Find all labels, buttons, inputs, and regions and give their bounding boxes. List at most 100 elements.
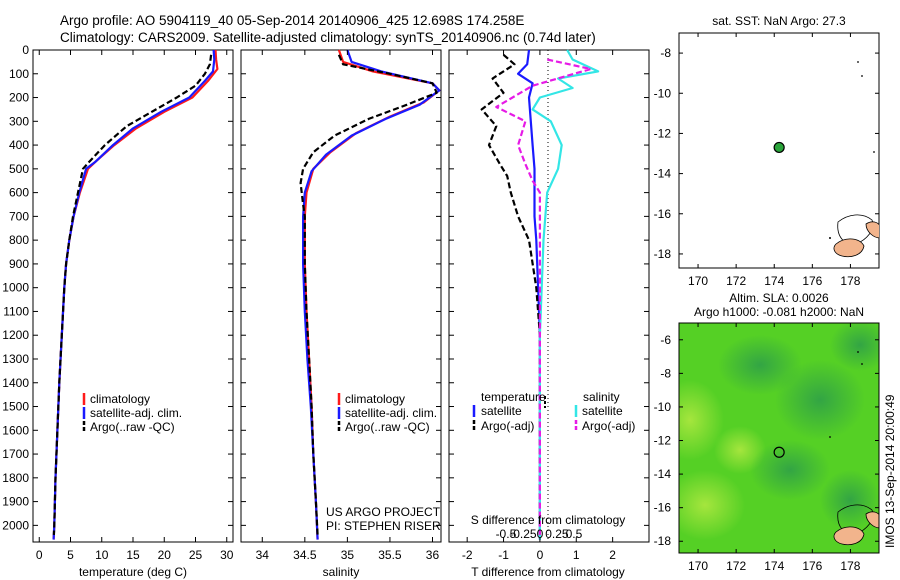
series-line-temperature-argo-adj: [480, 53, 542, 535]
lon-tick-label: 174: [764, 274, 784, 288]
salinity-legend: climatology satellite-adj. clim. Argo(..…: [337, 392, 437, 434]
x-tick-label: 10: [95, 548, 109, 562]
island-fiji-east: [865, 511, 879, 529]
sla-map-frame: [678, 322, 880, 554]
figure-title-line2: Climatology: CARS2009. Satellite-adjuste…: [60, 30, 596, 45]
s-tick-label: 0.25: [545, 527, 569, 541]
x-tick-label: 30: [220, 548, 234, 562]
legend-label-climatology: climatology: [90, 392, 150, 406]
temperature-legend: climatology satellite-adj. clim. Argo(..…: [82, 392, 182, 434]
y-tick-label: 1400: [2, 376, 29, 390]
x-tick-label: 15: [126, 548, 140, 562]
legend-label-temp-argo: Argo(-adj): [481, 419, 534, 433]
temperature-xlabel: temperature (deg C): [79, 565, 187, 579]
islet: [873, 151, 875, 153]
legend-label-climatology: climatology: [345, 392, 405, 406]
salinity-axes-frame: [240, 49, 442, 543]
lat-tick-label: -10: [654, 86, 672, 100]
y-tick-label: 1600: [2, 423, 29, 437]
islet: [857, 61, 859, 63]
sla-heatmap-texture: [679, 323, 879, 546]
lon-tick-label: 176: [802, 274, 822, 288]
lat-tick-label: -6: [660, 333, 671, 347]
sla-map-panel: Altim. SLA: 0.0026 Argo h1000: -0.081 h2…: [654, 291, 897, 573]
y-tick-label: 900: [9, 257, 29, 271]
project-annotation: US ARGO PROJECT: [326, 505, 441, 519]
lon-tick-label: 172: [726, 274, 746, 288]
lat-tick-label: -16: [654, 501, 672, 515]
legend-label-sal-satellite: satellite: [582, 404, 623, 418]
x-tick-label: 34: [256, 548, 270, 562]
legend-label-argo: Argo(..raw -QC): [90, 420, 175, 434]
legend-label-argo: Argo(..raw -QC): [345, 420, 430, 434]
x-tick-label: 35: [341, 548, 355, 562]
x-tick-label: 0: [537, 548, 544, 562]
lat-tick-label: -14: [654, 467, 672, 481]
lat-tick-label: -16: [654, 207, 672, 221]
legend-title-salinity: salinity: [583, 390, 620, 404]
s-tick-label: -0.25: [509, 527, 537, 541]
legend-title-temperature: temperature: [481, 390, 546, 404]
series-line-salinity-argo-adj: [495, 58, 592, 535]
s-tick-label: -0.5: [496, 527, 517, 541]
x-tick-label: 36: [426, 548, 440, 562]
island-fiji: [833, 238, 865, 258]
lon-tick-label: 178: [840, 274, 860, 288]
y-tick-label: 200: [9, 91, 29, 105]
lat-tick-label: -12: [654, 434, 672, 448]
lon-tick-label: 172: [726, 559, 746, 573]
legend-label-temp-satellite: satellite: [481, 404, 522, 418]
sst-map-panel: sat. SST: NaN Argo: 27.3 170 172 174 176 178…: [654, 14, 880, 288]
lat-tick-label: -18: [654, 247, 672, 261]
x-tick-label: 1: [573, 548, 580, 562]
difference-xlabel: T difference from climatology: [471, 565, 625, 579]
y-tick-label: 2000: [2, 518, 29, 532]
x-tick-label: 34.5: [293, 548, 317, 562]
x-tick-label: -2: [462, 548, 473, 562]
y-tick-label: 1800: [2, 471, 29, 485]
argo-float-marker: [773, 446, 785, 458]
s-difference-label: S difference from climatology: [471, 513, 626, 527]
legend-label-satellite: satellite-adj. clim.: [345, 406, 437, 420]
y-tick-label: 100: [9, 67, 29, 81]
y-tick-label: 0: [22, 43, 29, 57]
lat-tick-label: -8: [660, 366, 671, 380]
lat-tick-label: -18: [654, 534, 672, 548]
y-tick-label: 1300: [2, 352, 29, 366]
y-tick-label: 800: [9, 233, 29, 247]
lat-tick-label: -12: [654, 126, 672, 140]
difference-panel: -2 -1 0 1 2 temperature salinity satellite A…: [448, 49, 650, 579]
legend-label-satellite: satellite-adj. clim.: [90, 406, 182, 420]
sst-map-title: sat. SST: NaN Argo: 27.3: [712, 14, 846, 28]
lon-tick-label: 178: [840, 559, 860, 573]
y-tick-label: 400: [9, 138, 29, 152]
s-tick-label: 0: [537, 527, 544, 541]
y-tick-label: 500: [9, 162, 29, 176]
sla-map-title-line1: Altim. SLA: 0.0026: [729, 291, 829, 305]
y-tick-label: 1500: [2, 400, 29, 414]
y-tick-label: 700: [9, 209, 29, 223]
lon-tick-label: 176: [802, 559, 822, 573]
pi-annotation: PI: STEPHEN RISER: [326, 519, 441, 533]
islet: [829, 237, 831, 239]
legend-label-sal-argo: Argo(-adj): [582, 419, 635, 433]
island-outline: [837, 214, 874, 245]
lat-tick-label: -14: [654, 167, 672, 181]
island-fiji: [833, 526, 865, 546]
lat-tick-label: -10: [654, 400, 672, 414]
y-tick-label: 1900: [2, 495, 29, 509]
x-tick-label: 25: [189, 548, 203, 562]
y-tick-label: 600: [9, 186, 29, 200]
y-tick-label: 1200: [2, 328, 29, 342]
x-tick-label: 0: [36, 548, 43, 562]
lon-tick-label: 174: [764, 559, 784, 573]
series-line-temperature-satellite: [516, 49, 542, 540]
imos-timestamp: IMOS 13-Sep-2014 20:00:49: [883, 394, 897, 548]
y-tick-label: 1100: [3, 304, 29, 318]
island-fiji-east: [865, 221, 879, 239]
salinity-xlabel: salinity: [323, 565, 360, 579]
s-tick-label: 0.5: [566, 527, 583, 541]
salinity-panel: 34 34.5 35 35.5 36 salinity climatology sate…: [240, 49, 442, 579]
x-tick-label: 5: [67, 548, 74, 562]
